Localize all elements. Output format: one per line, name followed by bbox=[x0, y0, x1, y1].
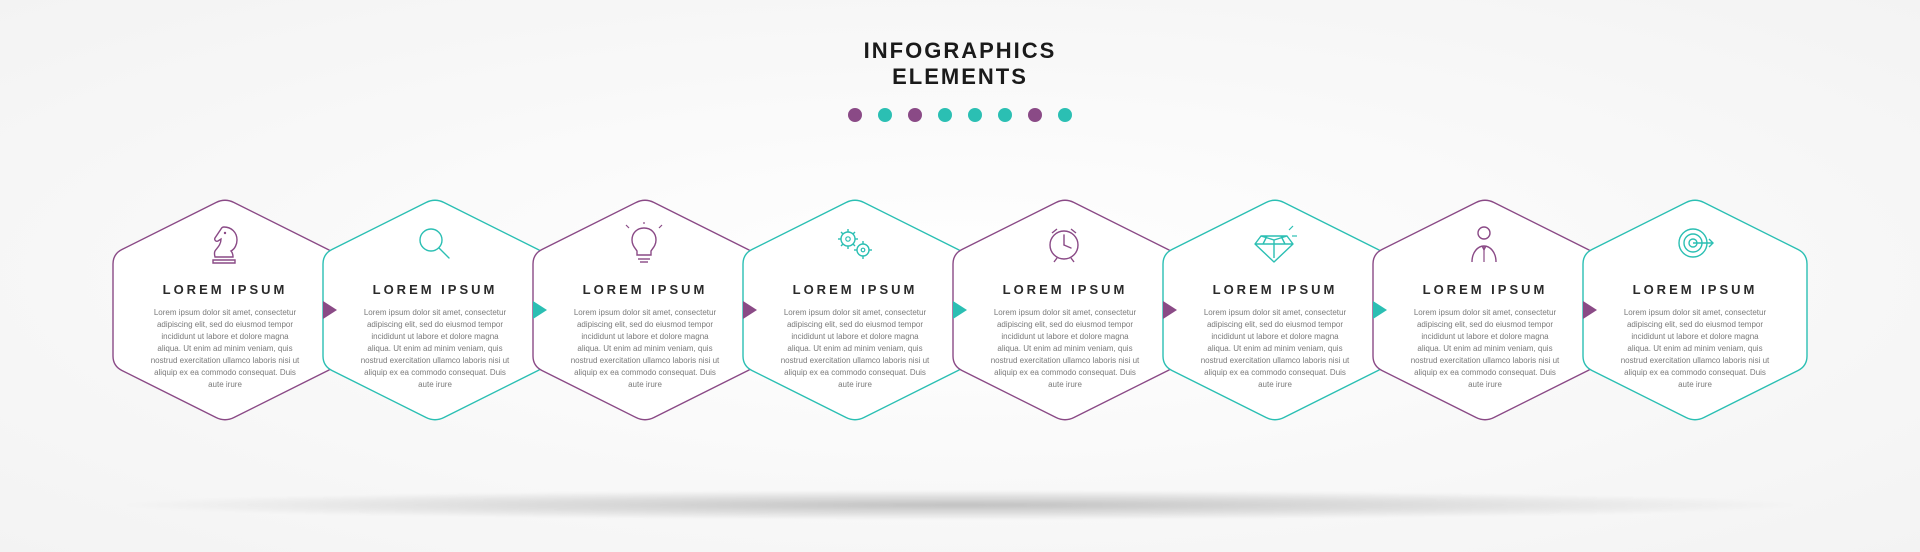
gears-icon bbox=[833, 220, 877, 268]
hex-step: LOREM IPSUM Lorem ipsum dolor sit amet, … bbox=[1581, 182, 1809, 438]
row-shadow bbox=[110, 490, 1810, 520]
hex-step-desc: Lorem ipsum dolor sit amet, consectetur … bbox=[1410, 307, 1560, 391]
hex-step-label: LOREM IPSUM bbox=[1003, 282, 1128, 297]
hex-step: LOREM IPSUM Lorem ipsum dolor sit amet, … bbox=[1161, 182, 1389, 438]
title-block: INFOGRAPHICS ELEMENTS bbox=[848, 38, 1072, 122]
hex-step-label: LOREM IPSUM bbox=[163, 282, 288, 297]
accent-dot bbox=[1058, 108, 1072, 122]
lightbulb-icon bbox=[623, 220, 667, 268]
hex-step: LOREM IPSUM Lorem ipsum dolor sit amet, … bbox=[951, 182, 1179, 438]
infographic-page: INFOGRAPHICS ELEMENTS LOREM IPSUM Lorem … bbox=[0, 0, 1920, 552]
hex-step-desc: Lorem ipsum dolor sit amet, consectetur … bbox=[780, 307, 930, 391]
accent-dot bbox=[878, 108, 892, 122]
accent-dot bbox=[938, 108, 952, 122]
hex-step-desc: Lorem ipsum dolor sit amet, consectetur … bbox=[570, 307, 720, 391]
hex-step: LOREM IPSUM Lorem ipsum dolor sit amet, … bbox=[111, 182, 339, 438]
hex-step-desc: Lorem ipsum dolor sit amet, consectetur … bbox=[990, 307, 1140, 391]
hex-row: LOREM IPSUM Lorem ipsum dolor sit amet, … bbox=[50, 180, 1870, 440]
hex-step-desc: Lorem ipsum dolor sit amet, consectetur … bbox=[360, 307, 510, 391]
hex-step-label: LOREM IPSUM bbox=[583, 282, 708, 297]
hex-step-desc: Lorem ipsum dolor sit amet, consectetur … bbox=[1200, 307, 1350, 391]
clock-icon bbox=[1043, 220, 1087, 268]
accent-dot bbox=[998, 108, 1012, 122]
person-icon bbox=[1463, 220, 1507, 268]
chess-knight-icon bbox=[203, 220, 247, 268]
dot-row bbox=[848, 108, 1072, 122]
hex-step-label: LOREM IPSUM bbox=[1213, 282, 1338, 297]
target-icon bbox=[1673, 220, 1717, 268]
hex-step: LOREM IPSUM Lorem ipsum dolor sit amet, … bbox=[741, 182, 969, 438]
hex-step-desc: Lorem ipsum dolor sit amet, consectetur … bbox=[150, 307, 300, 391]
hex-step: LOREM IPSUM Lorem ipsum dolor sit amet, … bbox=[531, 182, 759, 438]
accent-dot bbox=[1028, 108, 1042, 122]
hex-step-label: LOREM IPSUM bbox=[793, 282, 918, 297]
hex-step: LOREM IPSUM Lorem ipsum dolor sit amet, … bbox=[321, 182, 549, 438]
hex-step-label: LOREM IPSUM bbox=[1423, 282, 1548, 297]
hex-step-label: LOREM IPSUM bbox=[1633, 282, 1758, 297]
hex-row-wrap: LOREM IPSUM Lorem ipsum dolor sit amet, … bbox=[50, 180, 1870, 480]
magnifier-icon bbox=[413, 220, 457, 268]
accent-dot bbox=[968, 108, 982, 122]
hex-step-desc: Lorem ipsum dolor sit amet, consectetur … bbox=[1620, 307, 1770, 391]
title-line-1: INFOGRAPHICS bbox=[848, 38, 1072, 64]
accent-dot bbox=[848, 108, 862, 122]
hex-step-label: LOREM IPSUM bbox=[373, 282, 498, 297]
hex-step: LOREM IPSUM Lorem ipsum dolor sit amet, … bbox=[1371, 182, 1599, 438]
title-line-2: ELEMENTS bbox=[848, 64, 1072, 90]
accent-dot bbox=[908, 108, 922, 122]
diamond-icon bbox=[1253, 220, 1297, 268]
